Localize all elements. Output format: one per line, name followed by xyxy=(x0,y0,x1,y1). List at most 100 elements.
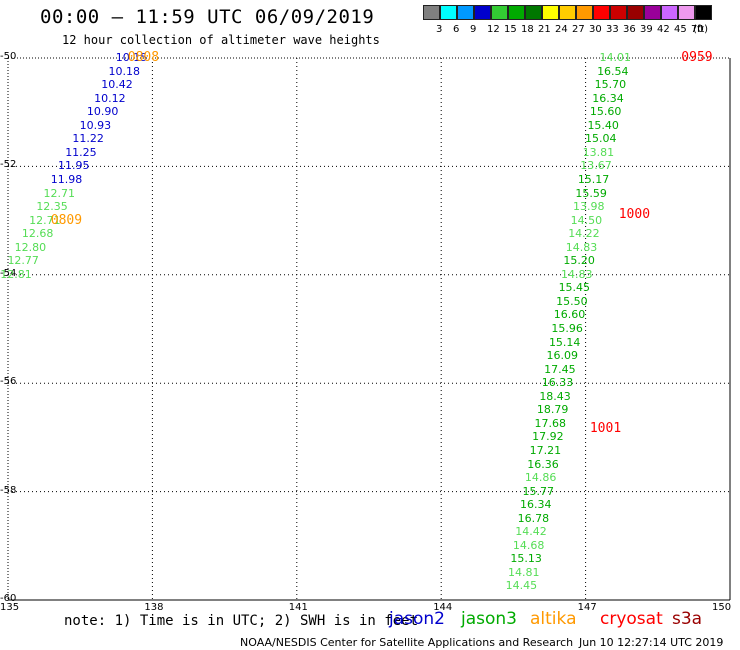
wave-height-label: 14.01 xyxy=(599,51,631,64)
wave-height-label: 15.14 xyxy=(548,335,581,349)
satellite-legend-item: jason3 xyxy=(461,609,517,629)
wave-height-label: 10.15 xyxy=(115,51,148,64)
colorbar-label: 12 xyxy=(487,24,500,35)
wave-height-label: 10.18 xyxy=(108,64,141,78)
wave-height-label: 14.50 xyxy=(570,213,603,227)
colorbar-swatch xyxy=(644,5,661,20)
wave-height-label: 14.45 xyxy=(505,579,538,593)
lat-tick-label: -56 xyxy=(0,376,17,388)
colorbar-label: 36 xyxy=(623,24,636,35)
page-title: 00:00 – 11:59 UTC 06/09/2019 xyxy=(40,6,375,28)
lon-tick-label: 144 xyxy=(433,602,453,613)
colorbar-swatch xyxy=(423,5,440,20)
page-subtitle: 12 hour collection of altimeter wave hei… xyxy=(62,33,380,47)
colorbar-label: 42 xyxy=(657,24,670,35)
wave-height-label: 16.60 xyxy=(553,308,586,322)
colorbar-label: 33 xyxy=(606,24,619,35)
pass-time-label: 1001 xyxy=(589,421,622,437)
colorbar-label: 27 xyxy=(572,24,585,35)
colorbar-swatch xyxy=(695,5,712,20)
wave-height-label: 12.81 xyxy=(0,267,32,281)
wave-height-label: 16.33 xyxy=(541,376,574,390)
wave-height-label: 15.45 xyxy=(558,281,591,295)
colorbar-label: 3 xyxy=(436,24,443,35)
colorbar-swatch xyxy=(457,5,474,20)
wave-height-label: 18.79 xyxy=(536,403,569,417)
wave-height-label: 14.81 xyxy=(508,565,540,579)
wave-height-label: 13.98 xyxy=(573,200,605,214)
wave-height-label: 15.50 xyxy=(556,294,588,308)
pass-time-label: 0959 xyxy=(681,50,713,65)
pass-time-label: 0808 xyxy=(127,50,160,65)
lon-tick-label: 147 xyxy=(577,602,597,613)
colorbar-label: 30 xyxy=(589,24,602,35)
colorbar-swatch xyxy=(440,5,457,20)
colorbar-swatch xyxy=(491,5,508,20)
wave-height-label: 15.77 xyxy=(522,484,554,498)
wave-height-label: 12.71 xyxy=(43,186,76,200)
colorbar-label: (ft) xyxy=(693,24,709,35)
credit-text: NOAA/NESDIS Center for Satellite Applica… xyxy=(240,636,574,649)
colorbar-label: 21 xyxy=(538,24,551,35)
colorbar-label: 39 xyxy=(640,24,653,35)
satellite-legend-item: jason2 xyxy=(389,609,445,629)
colorbar-label: 15 xyxy=(504,24,517,35)
satellite-legend-item: s3a xyxy=(672,609,703,629)
colorbar-label: 18 xyxy=(521,24,534,35)
wave-height-label: 13.81 xyxy=(582,145,615,159)
colorbar-swatch xyxy=(678,5,695,20)
wave-height-label: 15.04 xyxy=(585,132,617,146)
wave-height-label: 15.60 xyxy=(589,105,622,119)
wave-height-label: 11.98 xyxy=(50,172,83,186)
pass-time-label: 0809 xyxy=(50,212,83,228)
lat-tick-label: -60 xyxy=(0,593,17,604)
wave-height-label: 10.42 xyxy=(101,78,133,92)
wave-height-label: 10.90 xyxy=(86,105,119,119)
satellite-legend-item: altika xyxy=(530,609,577,629)
wave-height-label: 15.13 xyxy=(510,552,542,566)
colorbar-swatch xyxy=(542,5,559,20)
wave-height-label: 16.34 xyxy=(592,91,624,105)
lat-tick-label: -58 xyxy=(0,484,17,496)
colorbar-swatch xyxy=(559,5,576,20)
lon-tick-label: 141 xyxy=(288,602,308,613)
lat-tick-label: -52 xyxy=(0,159,17,171)
lon-tick-label: 138 xyxy=(144,602,164,613)
wave-height-label: 17.21 xyxy=(529,443,562,457)
wave-height-label: 15.20 xyxy=(563,254,595,268)
wave-height-label: 10.93 xyxy=(79,118,112,132)
wave-height-label: 12.71 xyxy=(29,213,61,227)
wave-height-label: 16.34 xyxy=(520,498,552,512)
wave-height-label: 14.83 xyxy=(560,267,593,281)
wave-height-label: 12.68 xyxy=(21,227,54,241)
wave-height-label: 15.96 xyxy=(551,322,583,335)
colorbar-swatch xyxy=(661,5,678,20)
wave-height-label: 15.59 xyxy=(575,186,607,200)
wave-height-label: 11.25 xyxy=(65,145,97,159)
wave-height-label: 11.95 xyxy=(57,159,90,173)
lon-tick-label: 135 xyxy=(0,602,20,613)
wave-height-label: 16.78 xyxy=(517,511,550,525)
colorbar-label: 45 xyxy=(674,24,687,35)
wave-height-label: 15.40 xyxy=(587,118,619,132)
wave-height-label: 14.42 xyxy=(515,525,547,539)
wave-height-label: 12.77 xyxy=(7,254,39,268)
wave-height-label: 16.54 xyxy=(597,64,629,78)
colorbar-label: 6 xyxy=(453,24,460,35)
wave-height-label: 14.68 xyxy=(512,538,545,552)
wave-height-label: 15.70 xyxy=(594,78,627,92)
colorbar-swatch xyxy=(508,5,525,20)
wave-height-label: 11.22 xyxy=(72,132,104,146)
footer-note: note: 1) Time is in UTC; 2) SWH is in fe… xyxy=(64,613,419,629)
pass-time-label: 1000 xyxy=(618,207,651,223)
wave-height-label: 17.68 xyxy=(534,416,567,430)
colorbar-swatch xyxy=(627,5,644,20)
lat-tick-label: -50 xyxy=(0,51,17,62)
wave-height-label: 16.09 xyxy=(546,349,579,363)
wave-height-label: 14.86 xyxy=(524,471,557,485)
wave-height-label: 15.17 xyxy=(577,172,610,186)
colorbar-swatch xyxy=(610,5,627,20)
generated-timestamp: Jun 10 12:27:14 UTC 2019 xyxy=(579,636,724,649)
wave-height-label: 10.12 xyxy=(94,91,126,105)
colorbar-swatch xyxy=(593,5,610,20)
